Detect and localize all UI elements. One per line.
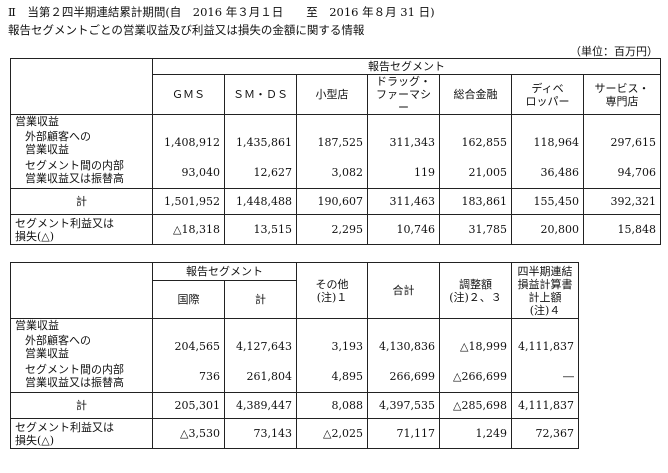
cell: 187,525 (296, 128, 368, 157)
cell: 155,450 (511, 188, 584, 215)
group-header: 報告セグメント (151, 58, 662, 75)
cell: 183,861 (439, 188, 512, 215)
col-sm-ds: ＳＭ・ＤＳ (224, 74, 297, 115)
col-sum: 合計 (367, 262, 440, 319)
cell: 1,408,912 (152, 128, 225, 157)
column-headers: ＧＭＳ ＳＭ・ＤＳ 小型店 ドラッグ・ ファーマシー 総合金融 ディベ ロッパー サ… (11, 74, 662, 115)
table-row: 外部顧客への 営業収益 204,565 4,127,643 3,193 4,130… (10, 332, 579, 361)
cell: 4,111,837 (511, 392, 579, 419)
cell: △18,318 (152, 214, 225, 245)
cell: 261,804 (224, 360, 297, 393)
col-adjustment: 調整額 (注)２、３ (439, 262, 512, 319)
cell: 71,117 (367, 418, 440, 449)
cell: 266,699 (367, 360, 440, 393)
cell: 119 (367, 156, 440, 189)
cell: △266,699 (439, 360, 512, 393)
cell: 15,848 (582, 214, 662, 245)
cell: 204,565 (152, 332, 225, 361)
cell: 4,389,447 (224, 392, 297, 419)
table-row: 営業収益 (10, 114, 662, 129)
table-row: 営業収益 (10, 318, 579, 333)
cell: 4,397,535 (367, 392, 440, 419)
row-label-intersegment: セグメント間の内部 営業収益又は振替高 (10, 360, 153, 393)
cell: 72,367 (511, 418, 579, 449)
cell: 31,785 (439, 214, 512, 245)
col-international: 国際 (152, 280, 225, 319)
cell: 73,143 (224, 418, 297, 449)
cell: 162,855 (439, 128, 512, 157)
col-consolidated: 四半期連結 損益計算書 計上額 (注)４ (511, 262, 579, 319)
col-gms: ＧＭＳ (152, 74, 225, 115)
cell: 21,005 (439, 156, 512, 189)
cell: 36,486 (511, 156, 584, 189)
cell: 1,249 (439, 418, 512, 449)
col-segment-total: 計 (224, 280, 297, 319)
segment-table-1: 報告セグメント ＧＭＳ ＳＭ・ＤＳ 小型店 ドラッグ・ ファーマシー 総合金融 デ… (10, 58, 662, 245)
cell: 736 (152, 360, 225, 393)
table-row: セグメント間の内部 営業収益又は振替高 736 261,804 4,895 266… (10, 360, 579, 393)
col-finance: 総合金融 (439, 74, 512, 115)
group-header: 報告セグメント (152, 262, 297, 281)
row-label-profit: セグメント利益又は 損失(△) (10, 214, 153, 245)
cell: 4,127,643 (224, 332, 297, 361)
cell: 4,111,837 (511, 332, 579, 361)
row-label-revenue: 営業収益 (10, 318, 153, 333)
cell: 93,040 (152, 156, 225, 189)
cell: 12,627 (224, 156, 297, 189)
cell: 20,800 (511, 214, 584, 245)
table-row: セグメント間の内部 営業収益又は振替高 93,040 12,627 3,082 1… (10, 156, 662, 189)
row-label-external: 外部顧客への 営業収益 (10, 128, 153, 157)
col-developer: ディベ ロッパー (511, 74, 584, 115)
segment-table-2: 報告セグメント その他 (注)１ 合計 調整額 (注)２、３ 四半期連結 損益計算書計… (10, 262, 579, 449)
cell: 10,746 (367, 214, 440, 245)
cell: 2,295 (296, 214, 368, 245)
corner-cell (10, 58, 153, 115)
section-heading: 報告セグメントごとの営業収益及び利益又は損失の金額に関する情報 (8, 23, 365, 37)
table-row: セグメント利益又は 損失(△) △18,318 13,515 2,295 10,7… (10, 214, 662, 245)
cell: △2,025 (296, 418, 368, 449)
cell: ― (511, 360, 579, 393)
row-label-total: 計 (10, 392, 153, 419)
col-drug-pharmacy: ドラッグ・ ファーマシー (367, 74, 440, 115)
col-service-specialty: サービス・ 専門店 (582, 74, 662, 115)
table-row: セグメント利益又は 損失(△) △3,530 73,143 △2,025 71,1… (10, 418, 579, 449)
table-row: 計 1,501,952 1,448,488 190,607 311,463 18… (10, 188, 662, 215)
cell: 94,706 (582, 156, 662, 189)
cell: △3,530 (152, 418, 225, 449)
cell: 118,964 (511, 128, 584, 157)
cell: 392,321 (582, 188, 662, 215)
row-label-profit: セグメント利益又は 損失(△) (10, 418, 153, 449)
cell: 190,607 (296, 188, 368, 215)
row-label-revenue: 営業収益 (10, 114, 153, 129)
cell: 3,082 (296, 156, 368, 189)
cell: 297,615 (582, 128, 662, 157)
row-label-external: 外部顧客への 営業収益 (10, 332, 153, 361)
unit-label: （単位：百万円） (570, 45, 658, 58)
cell: 4,895 (296, 360, 368, 393)
table-row: 計 205,301 4,389,447 8,088 4,397,535 △285… (10, 392, 579, 419)
cell: △18,999 (439, 332, 512, 361)
corner-cell (10, 262, 153, 319)
cell: 205,301 (152, 392, 225, 419)
column-headers: 国際 計 (11, 280, 579, 319)
col-other: その他 (注)１ (296, 262, 368, 319)
row-label-intersegment: セグメント間の内部 営業収益又は振替高 (10, 156, 153, 189)
cell: 1,501,952 (152, 188, 225, 215)
period-heading: Ⅱ 当第２四半期連結累計期間(自 2016 年３月１日 至 2016 年８月 3… (8, 5, 435, 19)
cell: 1,435,861 (224, 128, 297, 157)
row-label-total: 計 (10, 188, 153, 215)
cell: 4,130,836 (367, 332, 440, 361)
table-row: 外部顧客への 営業収益 1,408,912 1,435,861 187,525 3… (10, 128, 662, 157)
cell: 3,193 (296, 332, 368, 361)
cell: 13,515 (224, 214, 297, 245)
cell: 1,448,488 (224, 188, 297, 215)
cell: 311,463 (367, 188, 440, 215)
cell: 311,343 (367, 128, 440, 157)
col-small-store: 小型店 (296, 74, 368, 115)
cell: 8,088 (296, 392, 368, 419)
cell: △285,698 (439, 392, 512, 419)
